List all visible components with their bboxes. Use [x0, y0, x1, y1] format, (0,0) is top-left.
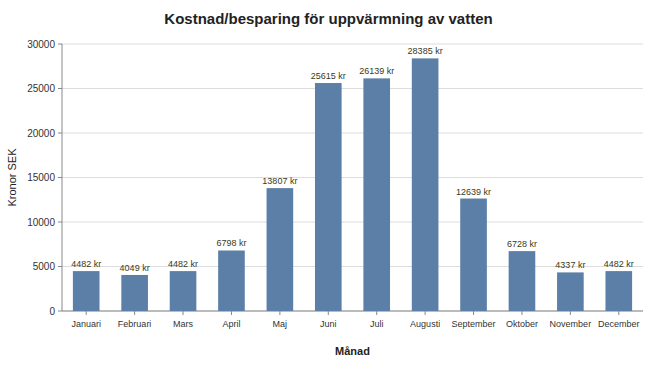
chart-container: 0 5000 10000 15000 20000 25000 30000 Januari Feb…: [0, 0, 657, 367]
y-tick-label: 20000: [27, 128, 55, 139]
y-tick: [58, 266, 62, 267]
x-tick: [521, 311, 522, 315]
y-tick-label: 25000: [27, 83, 55, 94]
y-tick: [58, 88, 62, 89]
x-tick-label: Oktober: [506, 319, 538, 329]
y-tick-label: 15000: [27, 172, 55, 183]
x-tick-label: Augusti: [410, 319, 440, 329]
grid-line: [62, 44, 643, 45]
grid-line: [62, 311, 643, 312]
data-labels: 4482 kr 4049 kr 4482 kr 6798 kr 13807 kr 2561…: [71, 46, 634, 273]
chart-svg: 0 5000 10000 15000 20000 25000 30000 Januari Feb…: [0, 0, 657, 367]
x-tick: [618, 311, 619, 315]
data-label: 4482 kr: [71, 259, 101, 269]
data-label: 25615 kr: [311, 71, 346, 81]
x-tick: [183, 311, 184, 315]
x-tick: [570, 311, 571, 315]
y-tick: [58, 44, 62, 45]
x-tick: [86, 311, 87, 315]
bar: [218, 250, 245, 311]
data-label: 4337 kr: [555, 260, 585, 270]
bar: [557, 272, 584, 311]
x-axis-line: [62, 311, 643, 312]
y-tick: [58, 311, 62, 312]
x-tick-label: December: [598, 319, 640, 329]
x-tick-label: Maj: [273, 319, 288, 329]
data-label: 26139 kr: [359, 66, 394, 76]
grid-line: [62, 177, 643, 178]
y-axis-line: [62, 44, 63, 311]
y-tick: [58, 133, 62, 134]
x-tick: [473, 311, 474, 315]
x-tick: [231, 311, 232, 315]
data-label: 4482 kr: [168, 259, 198, 269]
x-tick: [425, 311, 426, 315]
y-tick-label: 0: [49, 306, 55, 317]
x-tick-label: Juni: [320, 319, 337, 329]
chart-title: Kostnad/besparing för uppvärmning av vat…: [164, 10, 492, 27]
grid-line: [62, 222, 643, 223]
bar: [73, 271, 100, 311]
y-axis-title: Kronor SEK: [6, 148, 18, 207]
x-tick: [134, 311, 135, 315]
x-tick: [376, 311, 377, 315]
grid: [62, 44, 643, 311]
x-tick: [328, 311, 329, 315]
data-label: 6728 kr: [507, 239, 537, 249]
bar: [315, 83, 342, 311]
x-tick-label: Februari: [118, 319, 152, 329]
y-tick-label: 30000: [27, 39, 55, 50]
x-tick-label: April: [222, 319, 240, 329]
bar: [605, 271, 632, 311]
data-label: 28385 kr: [408, 46, 443, 56]
data-label: 6798 kr: [216, 238, 246, 248]
y-tick-label: 5000: [33, 261, 56, 272]
bar: [121, 275, 148, 311]
bar: [412, 58, 439, 311]
bar: [170, 271, 197, 311]
grid-line: [62, 88, 643, 89]
y-tick: [58, 222, 62, 223]
bar: [509, 251, 536, 311]
grid-line: [62, 133, 643, 134]
x-tick-label: Januari: [71, 319, 101, 329]
x-tick-label: Mars: [173, 319, 193, 329]
bar: [460, 199, 487, 311]
bars: [73, 58, 632, 311]
x-tick-label: November: [550, 319, 592, 329]
y-tick: [58, 177, 62, 178]
x-tick-label: Juli: [370, 319, 384, 329]
x-tick-label: September: [452, 319, 496, 329]
data-label: 13807 kr: [262, 176, 297, 186]
data-label: 12639 kr: [456, 187, 491, 197]
bar: [267, 188, 294, 311]
bar: [363, 78, 390, 311]
data-label: 4049 kr: [120, 263, 150, 273]
x-tick: [279, 311, 280, 315]
axes: 0 5000 10000 15000 20000 25000 30000 Januari Feb…: [27, 39, 643, 330]
y-tick-label: 10000: [27, 217, 55, 228]
data-label: 4482 kr: [604, 259, 634, 269]
x-axis-title: Månad: [335, 345, 370, 357]
